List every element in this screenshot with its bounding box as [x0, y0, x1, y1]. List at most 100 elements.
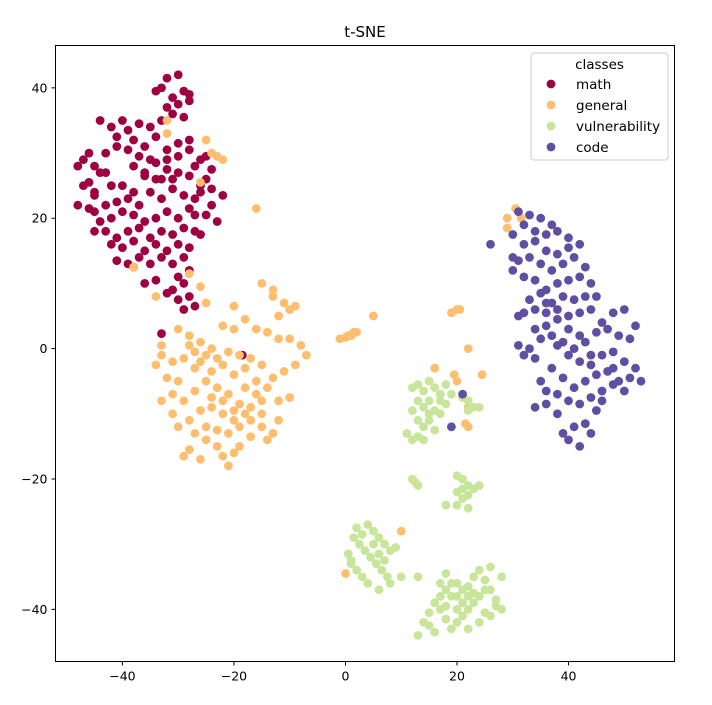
point-general-59	[246, 432, 256, 441]
point-general-44	[157, 341, 166, 350]
point-math-115	[73, 200, 83, 210]
point-vulnerability-105	[480, 585, 490, 595]
point-vulnerability-45	[363, 520, 373, 529]
point-math-110	[134, 151, 144, 161]
point-general-102	[184, 331, 194, 340]
point-general-61	[229, 448, 239, 458]
point-general-65	[201, 435, 211, 445]
point-math-57	[140, 217, 150, 226]
point-vulnerability-81	[480, 575, 490, 585]
point-code-52	[580, 337, 590, 347]
point-code-95	[530, 402, 540, 412]
point-general-31	[279, 367, 289, 376]
point-math-59	[162, 207, 172, 217]
point-math-85	[145, 259, 155, 269]
point-math-129	[168, 174, 178, 184]
point-general-101	[251, 389, 261, 399]
point-code-28	[564, 275, 573, 285]
point-code-50	[603, 324, 612, 334]
point-code-111	[447, 422, 456, 432]
legend-marker-general	[546, 100, 556, 110]
point-general-15	[268, 285, 278, 295]
point-vulnerability-46	[369, 526, 378, 536]
point-vulnerability-9	[419, 402, 428, 412]
point-vulnerability-114	[452, 605, 462, 614]
point-math-96	[184, 292, 194, 301]
point-vulnerability-63	[357, 572, 367, 582]
point-vulnerability-67	[346, 556, 356, 565]
point-code-14	[564, 243, 573, 253]
point-math-91	[140, 279, 150, 288]
point-vulnerability-40	[463, 490, 473, 500]
point-math-23	[112, 132, 122, 142]
point-vulnerability-91	[441, 614, 451, 624]
point-general-64	[212, 442, 222, 451]
point-general-23	[229, 324, 239, 334]
point-code-41	[564, 311, 573, 321]
point-vulnerability-97	[441, 601, 451, 611]
point-math-82	[179, 253, 189, 262]
point-code-12	[541, 246, 551, 256]
point-vulnerability-60	[385, 578, 395, 588]
point-vulnerability-73	[435, 578, 445, 588]
legend-marker-math	[546, 79, 556, 89]
point-math-58	[151, 213, 161, 223]
point-general-96	[196, 455, 205, 464]
point-math-54	[106, 213, 116, 223]
point-code-40	[553, 314, 562, 324]
point-vulnerability-26	[463, 396, 473, 406]
point-math-117	[118, 181, 127, 191]
point-math-107	[201, 210, 211, 220]
point-general-29	[302, 350, 311, 360]
point-math-18	[162, 145, 172, 155]
point-code-9	[508, 230, 518, 239]
point-code-43	[586, 305, 596, 314]
point-code-21	[525, 253, 534, 262]
point-math-64	[168, 230, 178, 239]
point-math-125	[190, 161, 200, 171]
point-general-75	[224, 389, 233, 399]
point-general-103	[173, 324, 183, 334]
point-vulnerability-10	[424, 396, 434, 406]
point-code-101	[541, 399, 551, 409]
point-general-51	[251, 376, 261, 386]
point-general-50	[240, 363, 250, 373]
point-math-123	[184, 145, 194, 155]
point-math-128	[157, 174, 166, 184]
point-vulnerability-101	[486, 611, 495, 621]
point-code-32	[580, 292, 590, 301]
point-code-30	[586, 279, 596, 288]
point-code-37	[525, 295, 534, 305]
point-code-64	[575, 357, 585, 366]
point-vulnerability-32	[410, 477, 420, 487]
point-code-91	[558, 429, 568, 438]
point-vulnerability-83	[491, 595, 501, 604]
point-code-60	[530, 354, 540, 363]
point-math-48	[123, 194, 133, 204]
point-math-29	[73, 161, 83, 171]
point-general-84	[184, 415, 194, 425]
point-vulnerability-108	[447, 591, 456, 601]
point-vulnerability-48	[380, 539, 389, 549]
point-vulnerability-79	[469, 572, 479, 582]
point-math-79	[184, 243, 194, 253]
point-vulnerability-41	[452, 500, 462, 510]
point-general-63	[218, 451, 228, 461]
point-general-49	[229, 370, 239, 380]
point-vulnerability-107	[458, 598, 467, 608]
point-code-77	[558, 373, 568, 383]
point-code-36	[536, 288, 546, 298]
point-vulnerability-99	[474, 618, 484, 627]
point-code-90	[569, 422, 579, 432]
point-code-24	[519, 272, 529, 282]
point-math-44	[168, 184, 178, 194]
point-general-20	[274, 311, 283, 321]
point-math-113	[101, 148, 111, 158]
point-general-68	[179, 451, 189, 461]
point-math-118	[129, 187, 139, 197]
point-code-2	[536, 213, 546, 223]
point-general-120	[463, 344, 473, 353]
point-vulnerability-111	[452, 578, 462, 588]
point-general-22	[218, 321, 228, 331]
